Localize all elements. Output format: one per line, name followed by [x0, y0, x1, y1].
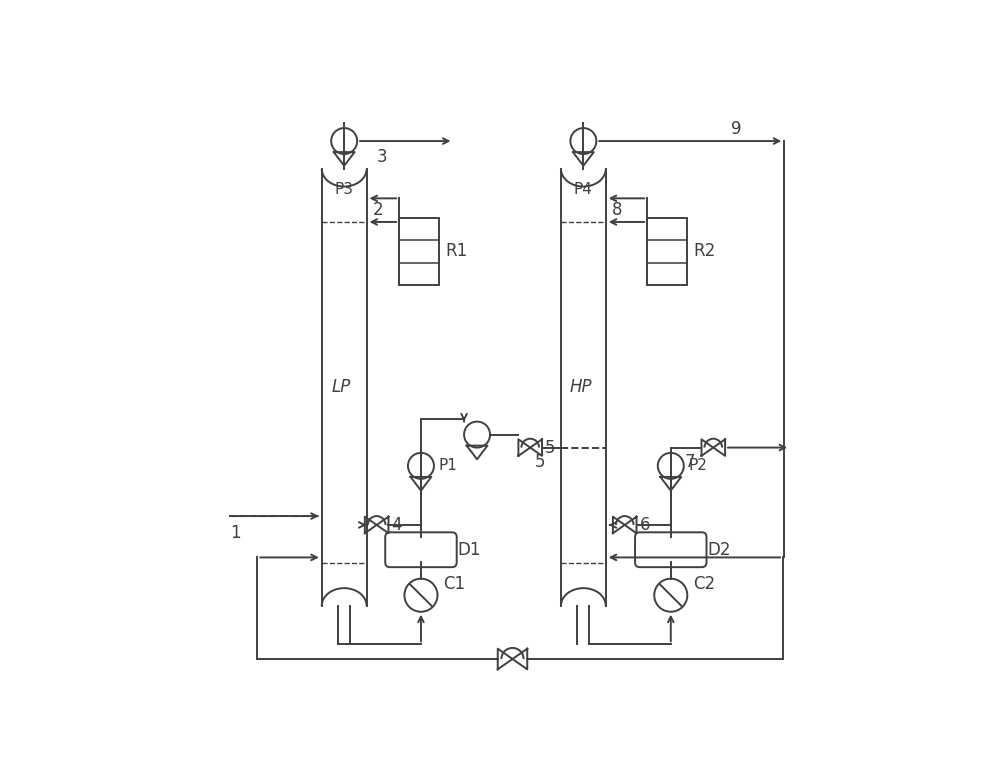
Text: P1: P1 [439, 459, 458, 473]
Text: 3: 3 [377, 148, 387, 166]
Text: 9: 9 [731, 120, 742, 138]
Text: 5: 5 [535, 453, 545, 472]
Text: LP: LP [332, 378, 351, 397]
Text: R1: R1 [445, 242, 467, 261]
Text: 6: 6 [639, 516, 650, 534]
Text: 5: 5 [545, 439, 555, 456]
Text: R2: R2 [693, 242, 715, 261]
Text: 4: 4 [391, 516, 402, 534]
Text: 7: 7 [685, 453, 695, 472]
Text: P2: P2 [688, 459, 707, 473]
Bar [399, 218, 439, 285]
Text: P3: P3 [335, 182, 354, 197]
Text: P4: P4 [574, 182, 593, 197]
Text: HP: HP [569, 378, 592, 397]
Text: 8: 8 [612, 201, 622, 219]
Text: 1: 1 [230, 524, 241, 542]
Text: C1: C1 [443, 575, 466, 594]
Text: 2: 2 [373, 201, 383, 219]
Text: D1: D1 [458, 541, 481, 558]
Text: C2: C2 [693, 575, 715, 594]
Bar [647, 218, 687, 285]
Text: D2: D2 [708, 541, 731, 558]
